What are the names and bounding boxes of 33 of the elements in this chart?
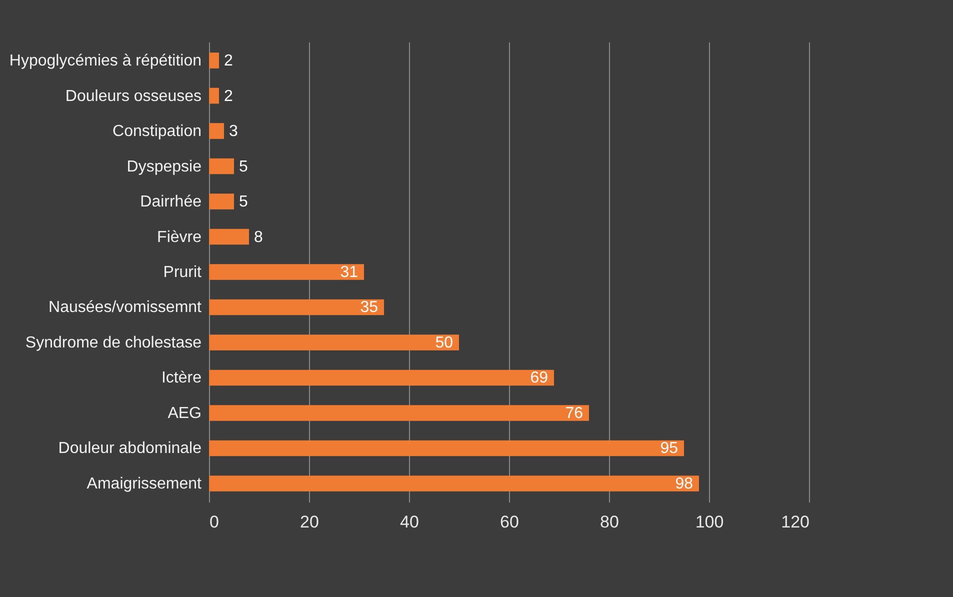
data-label: 50 xyxy=(435,334,454,352)
y-tick-label: Douleurs osseuses xyxy=(65,88,202,105)
y-tick-label: Prurit xyxy=(163,264,202,281)
x-tick-label: 60 xyxy=(500,512,519,532)
y-tick-label: Hypoglycémies à répétition xyxy=(9,52,202,70)
y-tick-label: Syndrome de cholestase xyxy=(25,334,202,352)
data-label: 69 xyxy=(530,370,548,387)
y-tick-label: Constipation xyxy=(112,123,202,140)
y-tick-label: Dairrhée xyxy=(140,194,202,210)
data-label: 98 xyxy=(675,475,694,492)
y-tick-label: AEG xyxy=(168,404,202,422)
data-label: 5 xyxy=(239,194,248,210)
data-label: 76 xyxy=(565,404,584,422)
data-label: 2 xyxy=(224,52,233,70)
x-tick-label: 40 xyxy=(400,512,419,532)
y-tick-label: Douleur abdominale xyxy=(58,440,202,458)
y-tick-label: Fièvre xyxy=(157,228,202,246)
data-label: 5 xyxy=(239,158,248,176)
data-label: 8 xyxy=(254,228,263,246)
y-tick-label: Dyspepsie xyxy=(126,158,202,176)
data-label: 35 xyxy=(360,299,378,316)
y-tick-label: Ictère xyxy=(161,370,202,387)
data-label: 2 xyxy=(224,88,233,105)
y-tick-label: Amaigrissement xyxy=(86,475,202,492)
data-label: 95 xyxy=(660,440,678,458)
x-tick-label: 0 xyxy=(210,512,219,532)
x-tick-label: 20 xyxy=(300,512,319,532)
data-label: 3 xyxy=(229,123,238,140)
x-tick-label: 100 xyxy=(695,512,724,532)
x-tick-label: 120 xyxy=(781,512,810,532)
data-label: 31 xyxy=(340,264,358,281)
y-tick-label: Nausées/vomissemnt xyxy=(48,299,202,316)
x-tick-label: 80 xyxy=(600,512,619,532)
